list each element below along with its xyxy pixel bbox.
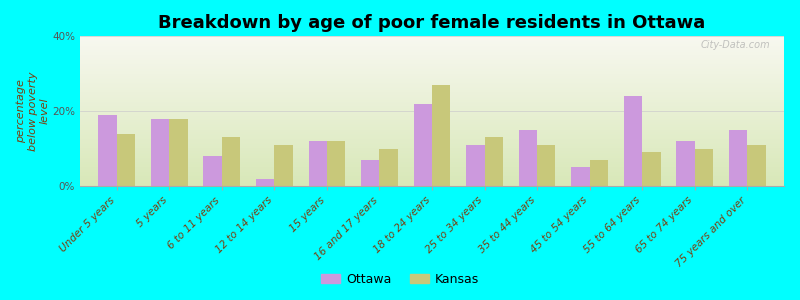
Bar (624, 96, 642, 186)
Bar (590, 160, 608, 186)
Bar (274, 145, 293, 186)
Legend: Ottawa, Kansas: Ottawa, Kansas (316, 268, 484, 291)
Bar (571, 167, 590, 186)
Bar (466, 145, 485, 186)
Bar (676, 141, 694, 186)
Bar (729, 130, 747, 186)
Bar (117, 134, 135, 186)
Bar (256, 178, 274, 186)
Bar (694, 148, 713, 186)
Y-axis label: percentage
below poverty
level: percentage below poverty level (16, 71, 50, 151)
Bar (361, 160, 379, 186)
Bar (203, 156, 222, 186)
Bar (432, 85, 450, 186)
Title: Breakdown by age of poor female residents in Ottawa: Breakdown by age of poor female resident… (158, 14, 706, 32)
Bar (309, 141, 327, 186)
Text: City-Data.com: City-Data.com (700, 40, 770, 50)
Bar (485, 137, 503, 186)
Bar (414, 103, 432, 186)
Bar (222, 137, 240, 186)
Bar (170, 118, 188, 186)
Bar (98, 115, 117, 186)
Bar (151, 118, 170, 186)
Bar (747, 145, 766, 186)
Bar (327, 141, 346, 186)
Bar (642, 152, 661, 186)
Bar (518, 130, 537, 186)
Bar (379, 148, 398, 186)
Bar (537, 145, 555, 186)
